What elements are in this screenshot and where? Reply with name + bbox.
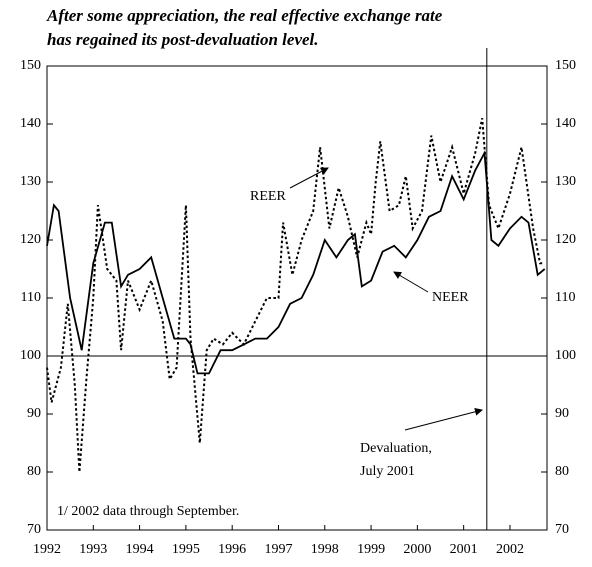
line-reer (46, 118, 545, 473)
annotation: Devaluation, (360, 441, 432, 456)
arrow (404, 407, 483, 431)
y2-tick-label: 100 (555, 348, 576, 363)
y-tick-label: 90 (27, 406, 41, 421)
x-tick-label: 2000 (403, 542, 431, 557)
x-tick-label: 1999 (357, 542, 385, 557)
y2-tick-label: 140 (555, 116, 576, 131)
y2-tick-label: 150 (555, 58, 576, 73)
annotation: July 2001 (360, 464, 415, 479)
x-tick-label: 1992 (33, 542, 61, 557)
annotation: NEER (432, 290, 469, 305)
x-tick-label: 1994 (126, 542, 154, 557)
y2-tick-label: 80 (555, 464, 569, 479)
x-tick-label: 1997 (264, 542, 292, 557)
x-tick-label: 2001 (450, 542, 478, 557)
x-tick-label: 1996 (218, 542, 246, 557)
y2-tick-label: 110 (555, 290, 575, 305)
plot-frame (46, 65, 548, 531)
arrow (393, 271, 429, 293)
y2-tick-label: 90 (555, 406, 569, 421)
y-tick-label: 140 (20, 116, 41, 131)
y2-tick-label: 70 (555, 522, 569, 537)
x-tick-label: 1995 (172, 542, 200, 557)
y-tick-label: 100 (20, 348, 41, 363)
y-tick-label: 130 (20, 174, 41, 189)
y-tick-label: 110 (21, 290, 41, 305)
y2-tick-label: 130 (555, 174, 576, 189)
y-tick-label: 80 (27, 464, 41, 479)
chart-title: After some appreciation, the real effect… (46, 6, 443, 25)
y-tick-label: 120 (20, 232, 41, 247)
y-tick-label: 150 (20, 58, 41, 73)
arrow (289, 167, 329, 189)
y-tick-label: 70 (27, 522, 41, 537)
x-tick-label: 1993 (79, 542, 107, 557)
footnote: 1/ 2002 data through September. (57, 504, 239, 519)
y2-tick-label: 120 (555, 232, 576, 247)
line-neer (46, 149, 546, 375)
annotation: REER (250, 189, 286, 204)
x-tick-label: 1998 (311, 542, 339, 557)
chart-title: has regained its post-devaluation level. (47, 30, 319, 49)
x-tick-label: 2002 (496, 542, 524, 557)
